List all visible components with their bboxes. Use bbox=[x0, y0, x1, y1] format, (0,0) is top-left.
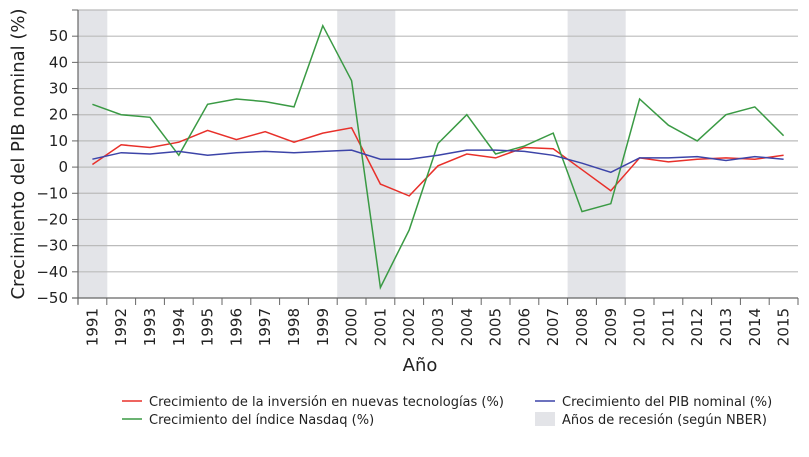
x-tick-label: 1991 bbox=[83, 308, 101, 346]
series-lines bbox=[91, 23, 785, 290]
x-tick-labels: 1991 1992 1993 1994 1995 1996 1997 1998 1999 2000… bbox=[83, 308, 792, 346]
axes bbox=[72, 9, 799, 305]
recession-band bbox=[366, 10, 396, 298]
y-tick-label: −10 bbox=[36, 184, 68, 202]
y-tick-label: 50 bbox=[49, 27, 68, 45]
x-tick-label: 2007 bbox=[544, 308, 562, 346]
legend-label-nasdaq: Crecimiento del índice Nasdaq (%) bbox=[149, 413, 374, 428]
recession-band bbox=[78, 10, 108, 298]
legend: Crecimiento de la inversión en nuevas te… bbox=[122, 395, 772, 428]
x-tick-label: 1997 bbox=[256, 308, 274, 346]
x-tick-label: 2008 bbox=[573, 308, 591, 346]
recession-band bbox=[596, 10, 626, 298]
y-axis-label: Crecimiento del PIB nominal (%) bbox=[8, 8, 29, 299]
legend-label-gdp: Crecimiento del PIB nominal (%) bbox=[562, 395, 772, 410]
x-tick-label: 2006 bbox=[515, 308, 533, 346]
y-tick-label: 40 bbox=[49, 53, 68, 71]
series-line-2 bbox=[92, 149, 784, 174]
x-tick-label: 1996 bbox=[227, 308, 245, 346]
y-tick-labels: −50 −40 −30 −20 −10 0 10 20 30 40 50 bbox=[36, 27, 68, 307]
x-tick-label: 2014 bbox=[746, 308, 764, 346]
x-tick-label: 2010 bbox=[631, 308, 649, 346]
y-tick-label: 30 bbox=[49, 80, 68, 98]
x-tick-label: 1995 bbox=[199, 308, 217, 346]
series-line-1 bbox=[92, 23, 785, 290]
x-tick-label: 1998 bbox=[285, 308, 303, 346]
x-tick-label: 2012 bbox=[688, 308, 706, 346]
x-tick-label: 2002 bbox=[400, 308, 418, 346]
y-tick-label: 0 bbox=[58, 158, 68, 176]
x-tick-label: 2015 bbox=[775, 308, 793, 346]
y-tick-label: −40 bbox=[36, 263, 68, 281]
x-tick-label: 1999 bbox=[314, 308, 332, 346]
gridlines bbox=[78, 9, 798, 273]
y-tick-label: 10 bbox=[49, 132, 68, 150]
y-tick-label: −20 bbox=[36, 210, 68, 228]
legend-swatch-recession bbox=[535, 412, 555, 426]
x-tick-label: 2009 bbox=[602, 308, 620, 346]
x-tick-label: 2004 bbox=[458, 308, 476, 346]
legend-label-investment: Crecimiento de la inversión en nuevas te… bbox=[149, 395, 504, 410]
y-tick-label: −50 bbox=[36, 289, 68, 307]
x-tick-label: 2003 bbox=[429, 308, 447, 346]
x-tick-label: 2013 bbox=[717, 308, 735, 346]
x-axis-label: Año bbox=[403, 355, 438, 376]
x-tick-label: 2001 bbox=[371, 308, 389, 346]
recession-band bbox=[567, 10, 597, 298]
y-tick-label: 20 bbox=[49, 106, 68, 124]
x-tick-label: 2005 bbox=[487, 308, 505, 346]
legend-label-recession: Años de recesión (según NBER) bbox=[562, 413, 767, 428]
x-tick-label: 1993 bbox=[141, 308, 159, 346]
series-line-0 bbox=[91, 126, 784, 197]
x-tick-label: 2011 bbox=[659, 308, 677, 346]
x-tick-label: 1994 bbox=[170, 308, 188, 346]
x-tick-label: 2000 bbox=[343, 308, 361, 346]
x-tick-label: 1992 bbox=[112, 308, 130, 346]
y-tick-label: −30 bbox=[36, 237, 68, 255]
